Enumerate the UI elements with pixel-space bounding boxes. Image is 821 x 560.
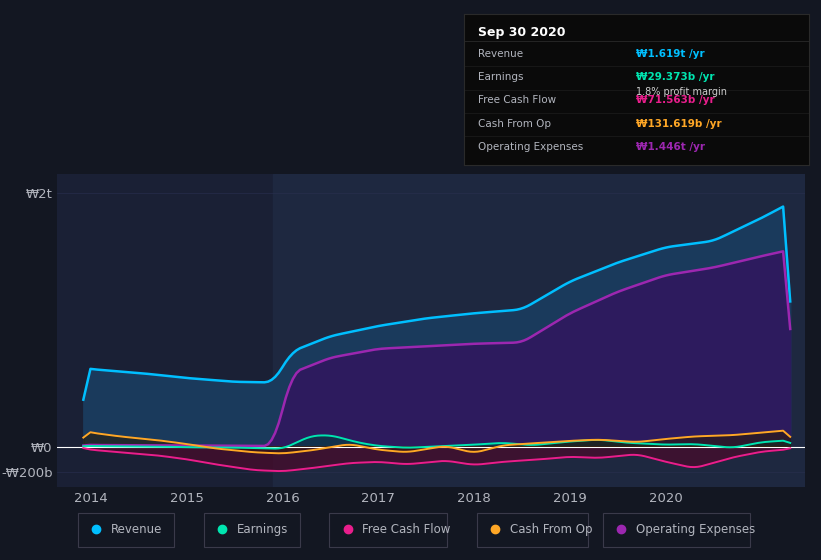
Text: 1.8% profit margin: 1.8% profit margin: [636, 87, 727, 97]
Text: Earnings: Earnings: [237, 522, 288, 536]
Text: Revenue: Revenue: [112, 522, 163, 536]
Text: Operating Expenses: Operating Expenses: [636, 522, 755, 536]
Text: Cash From Op: Cash From Op: [478, 119, 551, 129]
Bar: [273, 174, 805, 487]
Text: ₩1.619t /yr: ₩1.619t /yr: [636, 49, 705, 59]
Text: Free Cash Flow: Free Cash Flow: [478, 96, 556, 105]
Text: ₩131.619b /yr: ₩131.619b /yr: [636, 119, 722, 129]
Text: ₩71.563b /yr: ₩71.563b /yr: [636, 96, 715, 105]
Text: ₩29.373b /yr: ₩29.373b /yr: [636, 72, 715, 82]
Text: Earnings: Earnings: [478, 72, 523, 82]
Text: Operating Expenses: Operating Expenses: [478, 142, 583, 152]
Text: Free Cash Flow: Free Cash Flow: [363, 522, 451, 536]
Text: Sep 30 2020: Sep 30 2020: [478, 26, 565, 39]
Text: ₩1.446t /yr: ₩1.446t /yr: [636, 142, 705, 152]
Text: Cash From Op: Cash From Op: [511, 522, 593, 536]
Text: Revenue: Revenue: [478, 49, 523, 59]
